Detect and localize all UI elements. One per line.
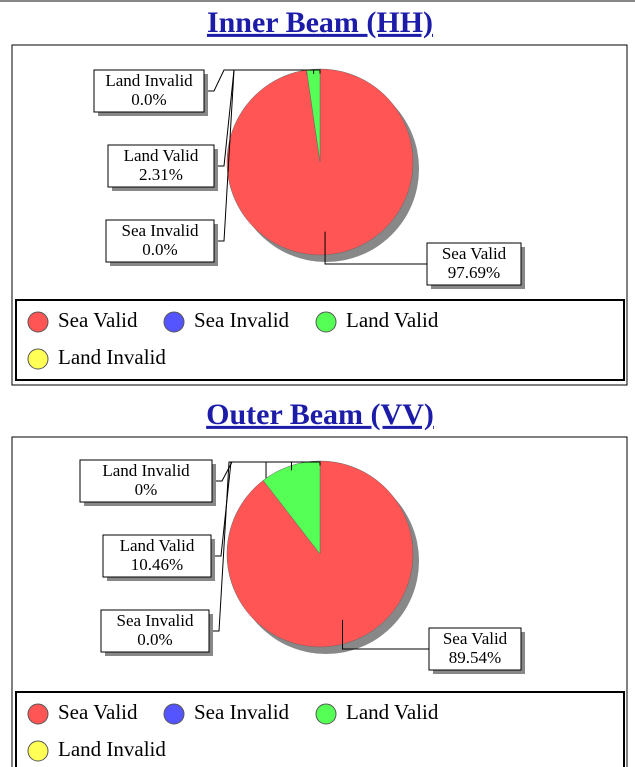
leader-line: [204, 69, 321, 92]
label-value: 0%: [135, 480, 158, 499]
legend-swatch: [27, 311, 49, 333]
label-value: 0.0%: [131, 90, 166, 109]
label-box: [107, 144, 215, 188]
pie-slice: [262, 460, 321, 555]
label-name: Land Valid: [120, 536, 195, 555]
legend-swatch: [163, 703, 185, 725]
legend-swatch: [27, 740, 49, 762]
label-value: 0.0%: [137, 630, 172, 649]
label-value: 89.54%: [449, 648, 501, 667]
legend-box: [15, 299, 625, 381]
legend-label: Sea Invalid: [194, 700, 290, 724]
legend-label: Land Invalid: [58, 737, 166, 761]
legend-swatch: [315, 703, 337, 725]
label-value: 2.31%: [139, 165, 183, 184]
label-name: Sea Valid: [442, 244, 507, 263]
legend-swatch: [163, 311, 185, 333]
leader-line: [342, 620, 429, 650]
legend-swatch: [315, 311, 337, 333]
label-value: 0.0%: [142, 240, 177, 259]
label-box: [100, 609, 210, 653]
label-value: 97.69%: [448, 263, 500, 282]
leader-line: [209, 461, 267, 632]
legend-swatch: [27, 703, 49, 725]
label-name: Land Valid: [124, 146, 199, 165]
label-box: [79, 459, 213, 503]
legend-box: [15, 691, 625, 767]
legend-label: Land Valid: [346, 308, 439, 332]
legend-label: Land Invalid: [58, 345, 166, 369]
leader-line: [212, 461, 321, 482]
label-name: Land Invalid: [102, 461, 190, 480]
label-box: [93, 69, 205, 113]
legend-label: Sea Invalid: [194, 308, 290, 332]
legend-label: Sea Valid: [58, 700, 138, 724]
label-name: Land Invalid: [105, 71, 193, 90]
label-name: Sea Invalid: [122, 221, 199, 240]
label-name: Sea Valid: [443, 629, 508, 648]
label-box: [426, 242, 522, 286]
leader-line: [211, 461, 292, 557]
leader-line: [324, 231, 427, 265]
legend-label: Land Valid: [346, 700, 439, 724]
label-box: [105, 219, 215, 263]
legend-swatch: [27, 348, 49, 370]
chart-title: Outer Beam (VV): [206, 398, 434, 431]
legend-label: Sea Valid: [58, 308, 138, 332]
label-name: Sea Invalid: [117, 611, 194, 630]
label-box: [102, 534, 212, 578]
chart-title: Inner Beam (HH): [207, 6, 433, 39]
label-box: [428, 627, 522, 671]
label-value: 10.46%: [131, 555, 183, 574]
